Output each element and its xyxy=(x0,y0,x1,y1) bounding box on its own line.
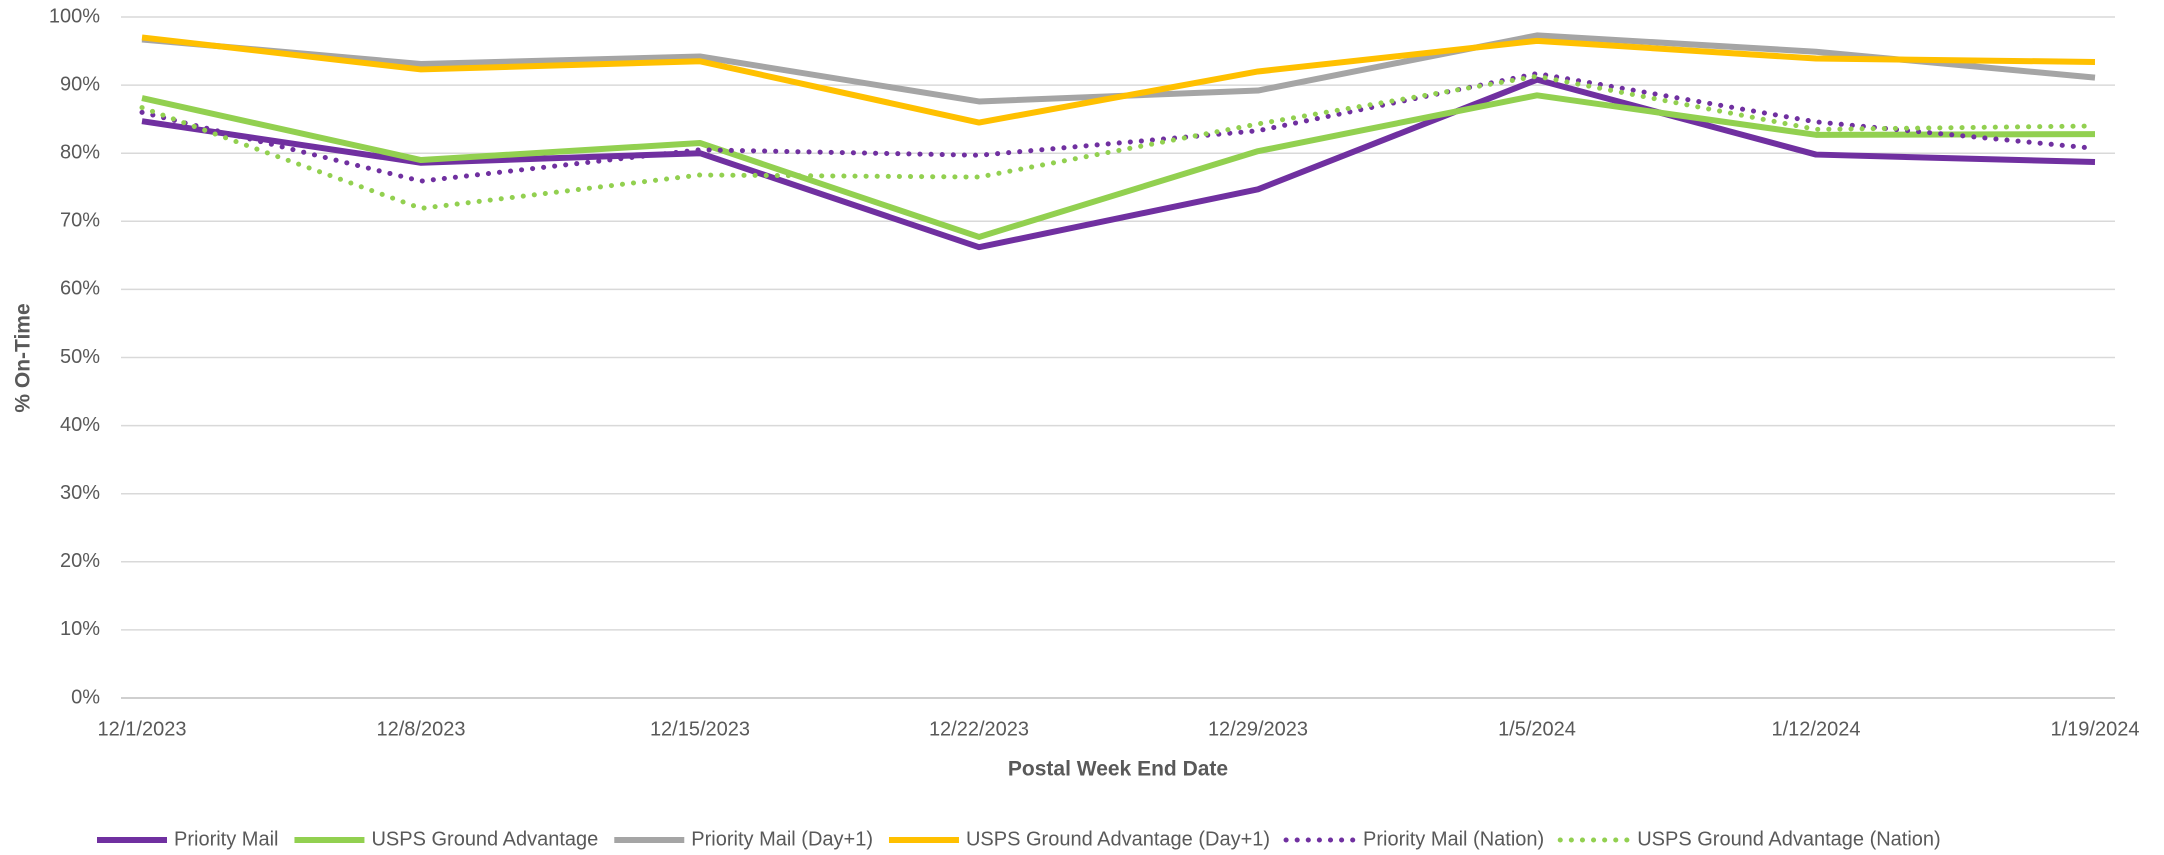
y-tick-label: 0% xyxy=(71,686,100,708)
y-tick-label: 70% xyxy=(60,210,100,232)
legend-label: Priority Mail (Day+1) xyxy=(691,828,873,850)
series-line xyxy=(139,73,2098,211)
y-tick-label: 10% xyxy=(60,618,100,640)
series-line xyxy=(141,34,2096,126)
x-tick-label: 1/19/2024 xyxy=(2051,718,2140,740)
legend-label: Priority Mail xyxy=(174,828,278,850)
x-tick-label: 12/22/2023 xyxy=(929,718,1029,740)
y-tick-label: 30% xyxy=(60,482,100,504)
x-tick-label: 12/8/2023 xyxy=(377,718,466,740)
y-tick-label: 60% xyxy=(60,278,100,300)
x-tick-label: 12/15/2023 xyxy=(650,718,750,740)
legend-label: Priority Mail (Nation) xyxy=(1363,828,1544,850)
y-tick-label: 90% xyxy=(60,73,100,95)
series-line xyxy=(139,71,2098,184)
legend-label: USPS Ground Advantage (Day+1) xyxy=(966,828,1270,850)
x-tick-label: 1/5/2024 xyxy=(1498,718,1576,740)
series-line xyxy=(141,92,2096,240)
x-tick-label: 1/12/2024 xyxy=(1772,718,1861,740)
legend-label: USPS Ground Advantage xyxy=(371,828,598,850)
y-tick-label: 40% xyxy=(60,414,100,436)
y-tick-label: 80% xyxy=(60,141,100,163)
legend-label: USPS Ground Advantage (Nation) xyxy=(1637,828,1941,850)
series-line xyxy=(141,76,2096,251)
y-axis-title: % On-Time xyxy=(12,303,35,412)
x-tick-label: 12/1/2023 xyxy=(98,718,187,740)
x-tick-label: 12/29/2023 xyxy=(1208,718,1308,740)
y-tick-label: 100% xyxy=(49,5,100,27)
y-tick-label: 50% xyxy=(60,346,100,368)
x-axis-title: Postal Week End Date xyxy=(1008,758,1228,781)
y-tick-label: 20% xyxy=(60,550,100,572)
